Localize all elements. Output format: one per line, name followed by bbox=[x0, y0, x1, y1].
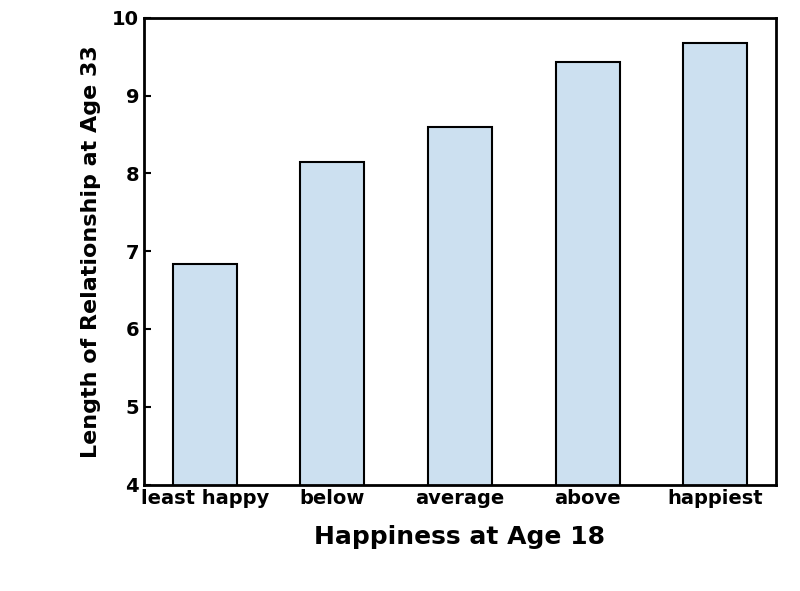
Y-axis label: Length of Relationship at Age 33: Length of Relationship at Age 33 bbox=[81, 45, 101, 457]
Bar bbox=[428, 126, 492, 591]
Bar bbox=[683, 43, 747, 591]
Bar bbox=[556, 62, 619, 591]
Bar bbox=[173, 264, 237, 591]
X-axis label: Happiness at Age 18: Happiness at Age 18 bbox=[314, 525, 606, 549]
Bar bbox=[301, 162, 364, 591]
